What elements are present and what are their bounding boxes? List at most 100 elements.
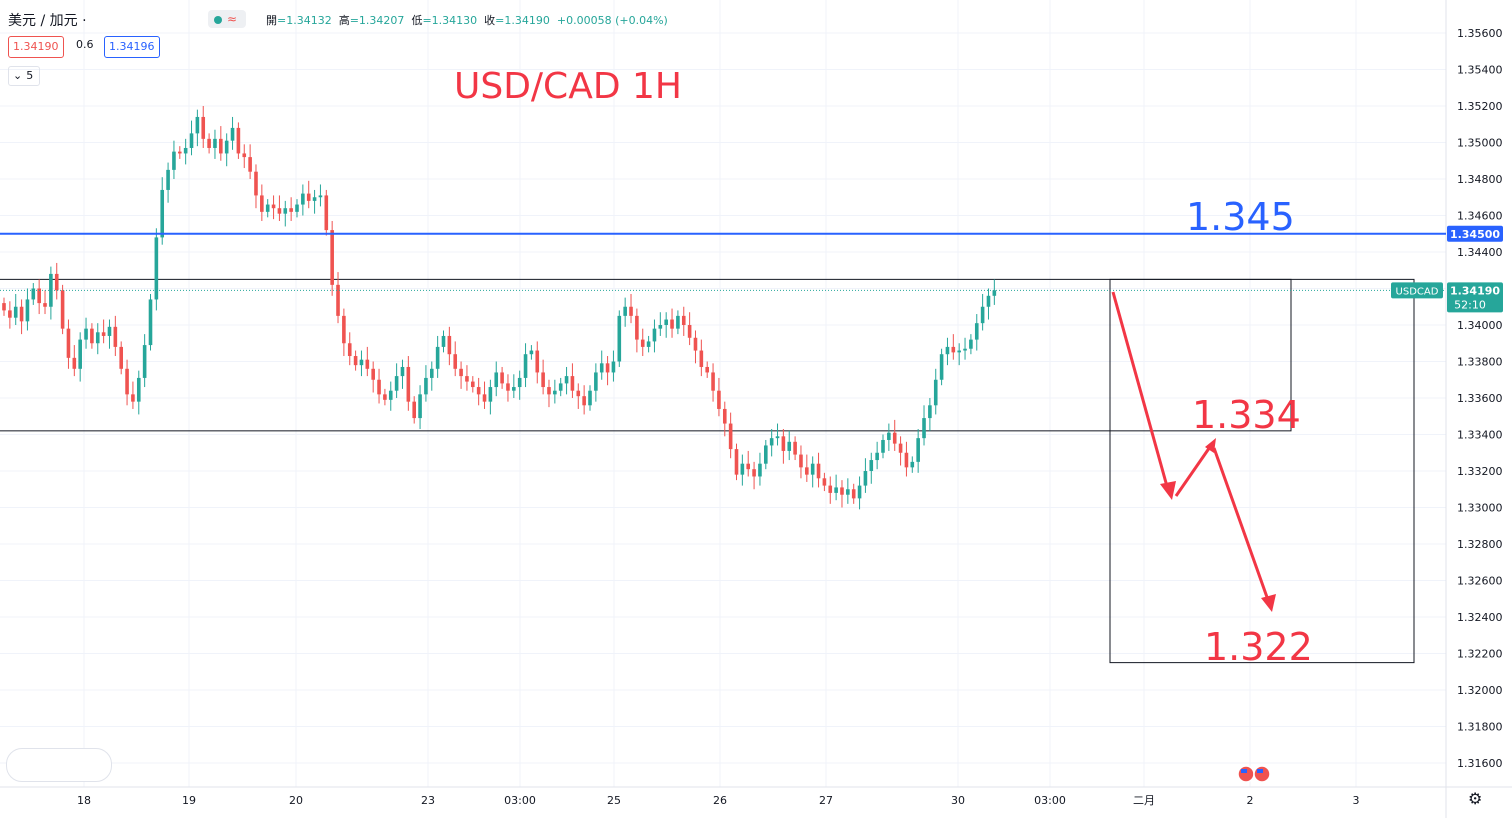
current-price-label-bg [1447, 282, 1503, 313]
countdown-label: 52:10 [1454, 298, 1486, 311]
candle-body [881, 439, 885, 453]
x-tick-label: 19 [182, 794, 196, 807]
ohlc-close-value: =1.34190 [495, 14, 550, 27]
candle-body [670, 319, 674, 329]
candle-body [840, 487, 844, 495]
candle-body [213, 138, 217, 148]
candle-body [37, 288, 41, 304]
candle-body [49, 273, 53, 307]
candle-body [476, 387, 481, 395]
candle-body [148, 299, 153, 346]
candle-body [377, 379, 381, 395]
y-tick-label: 1.32200 [1457, 648, 1503, 661]
candle-body [260, 195, 264, 212]
candle-body [236, 127, 241, 154]
us-flag-events-icon[interactable] [1236, 764, 1276, 788]
candle-body [805, 467, 809, 475]
candle-body [629, 306, 633, 316]
candle-body [353, 356, 358, 366]
y-tick-label: 1.32000 [1457, 684, 1503, 697]
candle-body [166, 169, 170, 190]
candle-body [605, 363, 610, 373]
symbol-tag-bg [1391, 282, 1443, 299]
candle-body [66, 328, 71, 358]
candle-body [19, 306, 24, 322]
candle-body [189, 133, 194, 148]
ohlc-high-value: =1.34207 [349, 14, 405, 27]
candle-body [611, 361, 616, 373]
candle-body [283, 208, 288, 214]
x-tick-label: 25 [607, 794, 621, 807]
candle-body [740, 463, 745, 475]
candle-body [974, 323, 979, 340]
candle-body [31, 288, 36, 300]
candle-body [84, 328, 88, 340]
indicators-toggle[interactable]: ⌄ 5 [8, 66, 40, 86]
candle-body [342, 315, 346, 344]
y-tick-label: 1.33600 [1457, 392, 1503, 405]
candle-body [898, 443, 903, 453]
candle-body [652, 328, 657, 342]
candle-body [769, 438, 774, 446]
annotation-1345: 1.345 [1186, 195, 1295, 239]
candle-body [447, 335, 452, 355]
candle-body [816, 463, 821, 479]
projection-arrow-down-1 [1111, 291, 1170, 491]
candle-body [986, 295, 991, 307]
candle-body [558, 383, 563, 391]
candle-body [764, 445, 768, 464]
annotation-1322: 1.322 [1204, 625, 1313, 669]
ohlc-open-label: 開 [266, 14, 277, 27]
candle-body [265, 204, 270, 212]
candle-body [799, 454, 803, 468]
ohlc-close-label: 收 [484, 14, 496, 27]
candle-body [113, 326, 118, 347]
market-status-indicator[interactable]: ≈ [208, 10, 246, 28]
candle-body [553, 390, 557, 395]
candle-body [939, 354, 944, 380]
buy-price-button[interactable]: 1.34196 [104, 36, 160, 58]
candle-body [623, 306, 627, 316]
candle-body [324, 195, 329, 231]
candle-body [230, 127, 235, 141]
candle-body [365, 359, 370, 369]
candle-body [406, 366, 411, 402]
candle-body [928, 405, 932, 419]
sell-price-button[interactable]: 1.34190 [8, 36, 64, 58]
candle-body [388, 390, 393, 400]
y-tick-label: 1.32800 [1457, 538, 1503, 551]
candle-body [523, 354, 528, 378]
candle-body [951, 346, 956, 353]
symbol-tag: USDCAD [1396, 286, 1439, 297]
candle-body [25, 299, 30, 322]
y-tick-label: 1.34800 [1457, 173, 1503, 186]
x-tick-label: 20 [289, 794, 303, 807]
x-tick-label: 3 [1353, 794, 1360, 807]
candle-body [922, 418, 926, 439]
x-tick-label: 27 [819, 794, 833, 807]
candle-body [963, 348, 967, 351]
candle-body [207, 138, 211, 148]
x-tick-label: 18 [77, 794, 91, 807]
candle-body [201, 116, 206, 139]
candle-body [576, 390, 581, 397]
ohlc-open-value: =1.34132 [277, 14, 332, 27]
range-box [0, 278, 1292, 432]
candle-body [828, 485, 833, 493]
current-price-label: 1.34190 [1450, 284, 1500, 297]
settings-gear-icon[interactable]: ⚙ [1468, 789, 1483, 808]
navigation-pill[interactable] [6, 748, 112, 782]
candle-body [676, 315, 680, 329]
y-tick-label: 1.35400 [1457, 64, 1503, 77]
candle-body [547, 387, 551, 395]
y-tick-label: 1.35000 [1457, 137, 1503, 150]
symbol-title[interactable]: 美元 / 加元 · [8, 13, 87, 29]
spread-value: 0.6 [76, 38, 94, 51]
candle-body [541, 372, 545, 388]
candle-body [588, 390, 592, 406]
candle-body [687, 325, 692, 338]
candle-body [892, 432, 897, 444]
candle-body [312, 197, 317, 201]
